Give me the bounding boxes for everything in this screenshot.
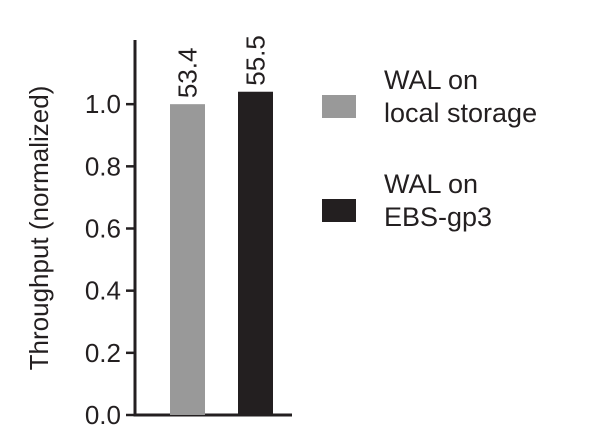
legend-swatch xyxy=(322,95,356,118)
y-tick-label: 0.6 xyxy=(85,214,121,244)
y-tick-label: 0.8 xyxy=(85,151,121,181)
bar xyxy=(170,104,205,416)
legend-swatch xyxy=(322,199,356,222)
bar xyxy=(238,91,273,415)
legend-label: WAL on local storage xyxy=(384,65,538,128)
legend-label: WAL on EBS-gp3 xyxy=(384,169,493,232)
value-label: 55.5 xyxy=(241,35,271,86)
y-tick-label: 0.2 xyxy=(85,338,121,368)
value-label: 53.4 xyxy=(173,48,203,99)
y-tick-label: 0.4 xyxy=(85,276,121,306)
y-tick-label: 1.0 xyxy=(85,89,121,119)
y-tick-label: 0.0 xyxy=(85,400,121,430)
y-axis-label: Throughput (normalized) xyxy=(24,86,54,371)
